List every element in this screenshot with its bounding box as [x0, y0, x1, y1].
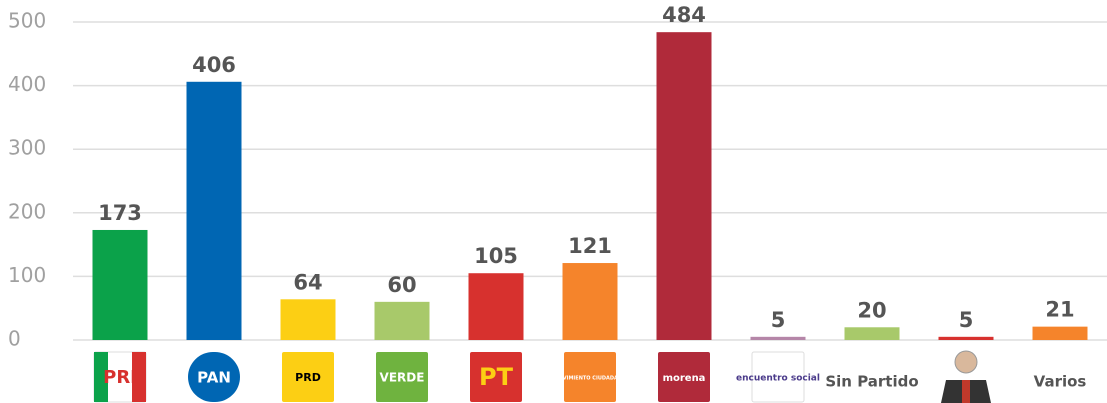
value-label: 21 [1045, 298, 1074, 322]
bar [1033, 327, 1088, 340]
category-label: PRI [103, 367, 137, 388]
bar [281, 299, 336, 340]
y-tick-label: 500 [8, 9, 46, 33]
bar [93, 230, 148, 340]
value-label: 64 [293, 270, 322, 294]
portrait-sash [962, 380, 970, 403]
bar [375, 302, 430, 340]
portrait-head [955, 351, 977, 373]
category-label: Varios [1034, 373, 1087, 391]
category-label: PRD [295, 371, 321, 384]
category-label: PAN [197, 369, 231, 387]
category-label: PT [479, 363, 514, 391]
chart: 0 100 200 300 400 500 173 PRI 406 PAN 64 PRD 60 VERDE… [0, 0, 1107, 403]
y-tick-label: 400 [8, 72, 46, 96]
value-label: 406 [192, 53, 236, 77]
y-tick-label: 100 [8, 263, 46, 287]
portrait-icon [941, 351, 991, 403]
value-label: 121 [568, 234, 612, 258]
value-label: 105 [474, 244, 518, 268]
bar [939, 337, 994, 340]
bar [469, 273, 524, 340]
bar [845, 327, 900, 340]
category-label: encuentro social [736, 374, 820, 384]
value-label: 20 [857, 298, 886, 322]
category-label: Sin Partido [825, 373, 918, 391]
value-label: 173 [98, 201, 142, 225]
value-label: 5 [959, 308, 974, 332]
y-tick-label: 200 [8, 199, 46, 223]
category-label: MOVIMIENTO CIUDADANO [554, 376, 627, 382]
bar [187, 82, 242, 340]
bar [563, 263, 618, 340]
bar [751, 337, 806, 340]
y-tick-label: 0 [8, 327, 21, 351]
bar [657, 32, 712, 340]
category-label: morena [663, 373, 706, 384]
value-label: 5 [771, 308, 786, 332]
y-tick-label: 300 [8, 136, 46, 160]
category-label: VERDE [380, 371, 425, 385]
value-label: 484 [662, 3, 706, 27]
value-label: 60 [387, 273, 416, 297]
